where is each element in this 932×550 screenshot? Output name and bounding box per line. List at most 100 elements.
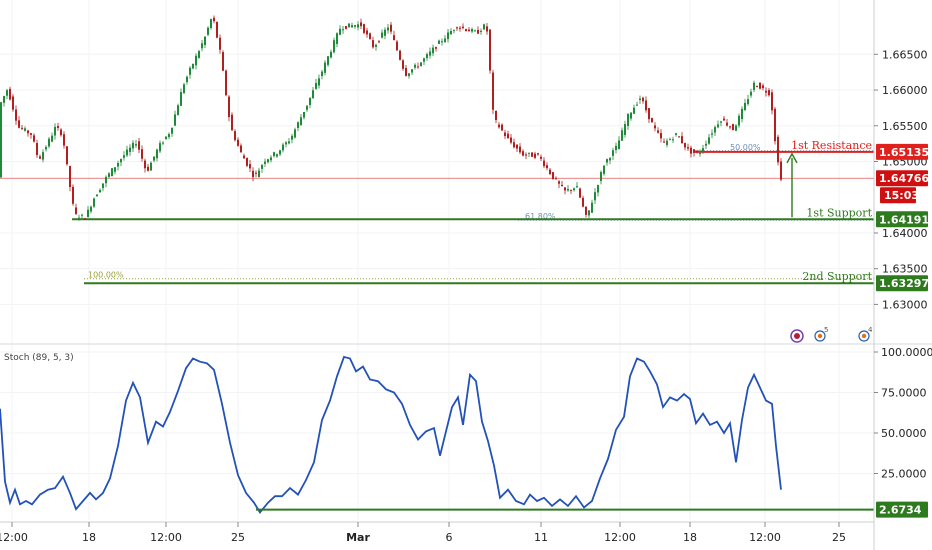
candle-body[interactable] bbox=[168, 134, 170, 138]
candle-body[interactable] bbox=[756, 86, 758, 88]
candle-body[interactable] bbox=[477, 29, 479, 34]
candle-body[interactable] bbox=[348, 23, 350, 28]
candle-body[interactable] bbox=[57, 126, 59, 128]
candle-body[interactable] bbox=[561, 184, 563, 187]
candle-body[interactable] bbox=[225, 70, 227, 96]
candle-body[interactable] bbox=[771, 92, 773, 111]
candle-body[interactable] bbox=[141, 149, 143, 159]
candle-body[interactable] bbox=[108, 173, 110, 177]
candle-body[interactable] bbox=[642, 97, 644, 102]
candle-body[interactable] bbox=[516, 144, 518, 149]
candle-body[interactable] bbox=[93, 198, 95, 207]
candle-body[interactable] bbox=[267, 159, 269, 163]
candle-body[interactable] bbox=[705, 143, 707, 146]
candle-body[interactable] bbox=[459, 27, 461, 29]
candle-body[interactable] bbox=[198, 51, 200, 58]
candle-body[interactable] bbox=[300, 117, 302, 126]
candle-body[interactable] bbox=[315, 83, 317, 89]
candle-body[interactable] bbox=[528, 152, 530, 154]
candle-body[interactable] bbox=[36, 143, 38, 156]
candle-body[interactable] bbox=[672, 139, 674, 141]
candle-body[interactable] bbox=[402, 60, 404, 69]
candle-body[interactable] bbox=[501, 124, 503, 131]
candle-body[interactable] bbox=[279, 150, 281, 155]
candle-body[interactable] bbox=[408, 73, 410, 77]
candle-body[interactable] bbox=[729, 126, 731, 128]
candle-body[interactable] bbox=[192, 63, 194, 69]
candle-body[interactable] bbox=[462, 26, 464, 28]
candle-body[interactable] bbox=[657, 130, 659, 133]
candle-body[interactable] bbox=[567, 188, 569, 191]
candle-body[interactable] bbox=[744, 102, 746, 111]
candle-body[interactable] bbox=[636, 104, 638, 106]
candle-body[interactable] bbox=[288, 141, 290, 144]
candle-body[interactable] bbox=[450, 31, 452, 35]
candle-body[interactable] bbox=[99, 190, 101, 193]
candle-body[interactable] bbox=[690, 147, 692, 154]
candle-body[interactable] bbox=[105, 176, 107, 184]
candle-body[interactable] bbox=[471, 29, 473, 32]
candle-body[interactable] bbox=[261, 165, 263, 169]
candle-body[interactable] bbox=[129, 147, 131, 152]
candle-body[interactable] bbox=[417, 66, 419, 68]
candle-body[interactable] bbox=[150, 162, 152, 171]
candle-body[interactable] bbox=[666, 140, 668, 146]
candle-body[interactable] bbox=[252, 170, 254, 178]
candle-body[interactable] bbox=[24, 128, 26, 131]
candle-body[interactable] bbox=[738, 115, 740, 126]
candle-body[interactable] bbox=[750, 91, 752, 96]
candle-body[interactable] bbox=[78, 217, 80, 219]
candle-body[interactable] bbox=[204, 36, 206, 46]
candle-body[interactable] bbox=[678, 136, 680, 138]
candle-body[interactable] bbox=[540, 156, 542, 159]
candle-body[interactable] bbox=[189, 67, 191, 75]
candle-body[interactable] bbox=[201, 43, 203, 49]
candle-body[interactable] bbox=[333, 40, 335, 53]
candle-body[interactable] bbox=[432, 47, 434, 54]
candle-body[interactable] bbox=[321, 71, 323, 77]
candle-body[interactable] bbox=[171, 127, 173, 134]
candle-body[interactable] bbox=[726, 122, 728, 126]
candle-body[interactable] bbox=[282, 144, 284, 151]
candle-body[interactable] bbox=[768, 90, 770, 96]
candle-body[interactable] bbox=[465, 29, 467, 32]
candle-body[interactable] bbox=[405, 67, 407, 76]
candle-body[interactable] bbox=[0, 102, 2, 178]
candle-body[interactable] bbox=[537, 153, 539, 155]
candle-body[interactable] bbox=[213, 17, 215, 22]
candle-body[interactable] bbox=[777, 136, 779, 163]
candle-body[interactable] bbox=[159, 143, 161, 152]
candle-body[interactable] bbox=[735, 125, 737, 131]
candle-body[interactable] bbox=[447, 32, 449, 40]
candle-body[interactable] bbox=[453, 29, 455, 31]
candle-body[interactable] bbox=[675, 133, 677, 135]
candle-body[interactable] bbox=[687, 147, 689, 149]
candle-body[interactable] bbox=[603, 165, 605, 174]
candle-body[interactable] bbox=[483, 24, 485, 30]
candle-body[interactable] bbox=[69, 166, 71, 187]
candle-body[interactable] bbox=[492, 72, 494, 110]
candle-body[interactable] bbox=[45, 147, 47, 150]
candle-body[interactable] bbox=[396, 41, 398, 51]
candle-body[interactable] bbox=[234, 131, 236, 141]
candle-body[interactable] bbox=[54, 126, 56, 136]
candle-body[interactable] bbox=[591, 202, 593, 213]
candle-body[interactable] bbox=[411, 69, 413, 73]
candle-body[interactable] bbox=[525, 154, 527, 156]
candle-body[interactable] bbox=[393, 35, 395, 41]
candle-body[interactable] bbox=[345, 26, 347, 29]
candle-body[interactable] bbox=[531, 152, 533, 157]
candle-body[interactable] bbox=[75, 207, 77, 214]
candle-body[interactable] bbox=[660, 133, 662, 139]
candle-body[interactable] bbox=[285, 142, 287, 145]
candle-body[interactable] bbox=[303, 111, 305, 118]
candle-body[interactable] bbox=[330, 51, 332, 58]
candle-body[interactable] bbox=[681, 136, 683, 144]
candle-body[interactable] bbox=[399, 50, 401, 60]
candle-body[interactable] bbox=[63, 134, 65, 146]
candle-body[interactable] bbox=[747, 99, 749, 104]
candle-body[interactable] bbox=[48, 138, 50, 147]
candle-body[interactable] bbox=[600, 172, 602, 182]
candle-body[interactable] bbox=[630, 112, 632, 119]
candle-body[interactable] bbox=[711, 133, 713, 135]
